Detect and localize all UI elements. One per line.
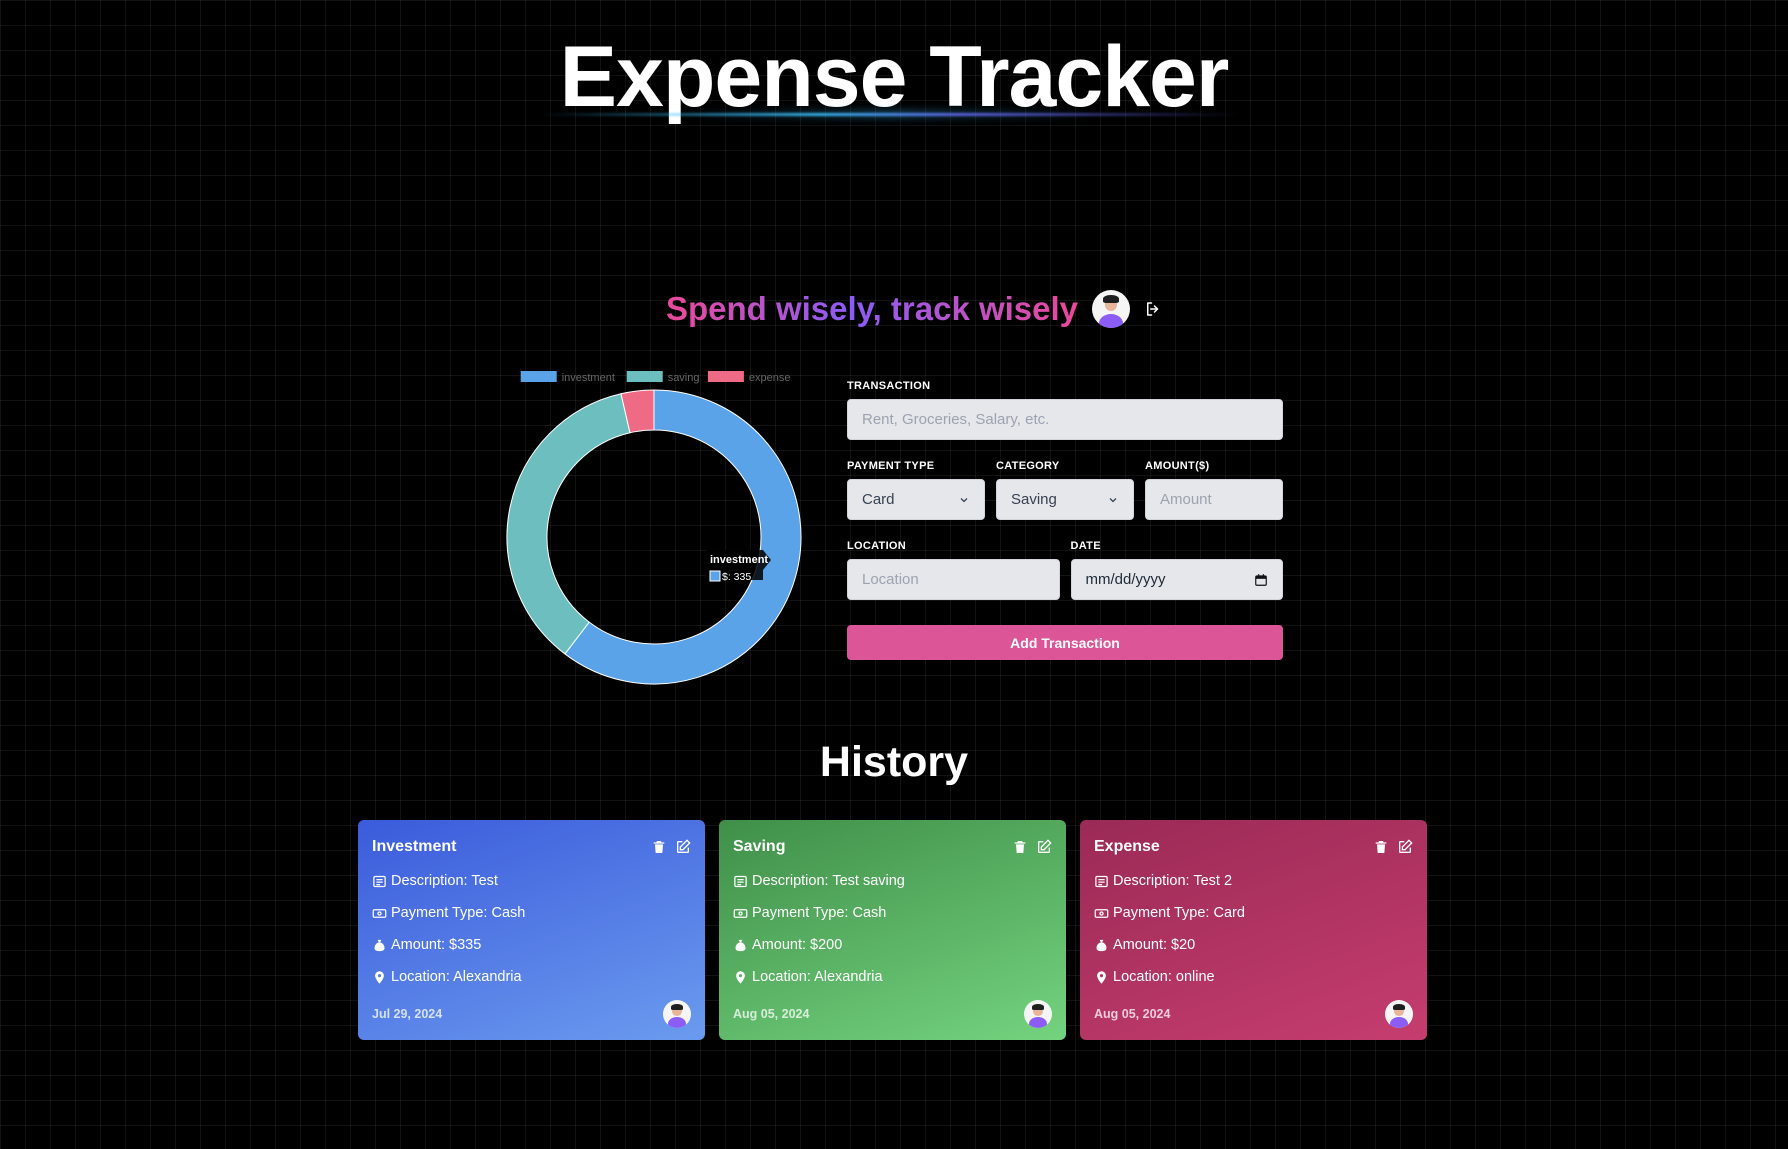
tooltip-title: investment [710,554,768,566]
trash-icon[interactable] [1373,839,1389,855]
card-description: Description: Test 2 [1113,873,1232,889]
legend-swatch-saving [627,371,663,382]
date-placeholder: mm/dd/yyyy [1086,571,1166,588]
date-input[interactable]: mm/dd/yyyy [1071,559,1284,600]
legend-item-expense[interactable]: expense [708,371,791,384]
history-title: History [0,738,1788,787]
description-icon [1094,874,1109,889]
add-transaction-button[interactable]: Add Transaction [847,625,1283,660]
legend-item-investment[interactable]: investment [521,371,615,384]
chevron-down-icon [1107,494,1119,506]
amount-label: AMOUNT($) [1145,460,1283,472]
history-cards: Investment Description: Test Payment Typ… [358,820,1427,1040]
transaction-form: TRANSACTION PAYMENT TYPE Card CATEGORY S… [847,380,1283,660]
card-description: Description: Test saving [752,873,905,889]
transaction-input[interactable] [847,399,1283,440]
legend-label-investment: investment [562,372,615,384]
card-description: Description: Test [391,873,498,889]
payment-type-value: Card [862,491,895,508]
card-category: Investment [372,838,456,856]
location-input[interactable] [847,559,1060,600]
chevron-down-icon [958,494,970,506]
money-bag-icon [372,938,387,953]
edit-icon[interactable] [675,839,691,855]
chart-slices [507,390,801,684]
date-label: DATE [1071,540,1284,552]
card-location: Location: Alexandria [391,969,522,985]
history-card-investment: Investment Description: Test Payment Typ… [358,820,705,1040]
history-card-expense: Expense Description: Test 2 Payment Type… [1080,820,1427,1040]
money-bag-icon [1094,938,1109,953]
cash-icon [372,906,387,921]
money-bag-icon [733,938,748,953]
chart-legend: investment saving expense [521,371,791,384]
card-amount: Amount: $335 [391,937,481,953]
chart-tooltip: investment $: 335 [706,550,771,583]
card-location: Location: online [1113,969,1215,985]
user-avatar[interactable] [1092,290,1130,328]
card-payment-type: Payment Type: Cash [752,905,886,921]
payment-type-label: PAYMENT TYPE [847,460,985,472]
cash-icon [733,906,748,921]
location-label: LOCATION [847,540,1060,552]
calendar-icon[interactable] [1254,573,1268,587]
transaction-label: TRANSACTION [847,380,1283,392]
description-icon [733,874,748,889]
tagline: Spend wisely, track wisely [666,290,1078,328]
history-card-saving: Saving Description: Test saving Payment … [719,820,1066,1040]
edit-icon[interactable] [1036,839,1052,855]
location-pin-icon [733,970,748,985]
card-amount: Amount: $200 [752,937,842,953]
legend-swatch-investment [521,371,557,382]
card-location: Location: Alexandria [752,969,883,985]
header-row: Spend wisely, track wisely [0,290,1788,328]
amount-input[interactable] [1145,479,1283,520]
expense-doughnut-chart[interactable]: investment saving expense investment $: 33… [500,366,810,696]
card-payment-type: Payment Type: Card [1113,905,1245,921]
card-category: Saving [733,838,785,856]
card-date: Aug 05, 2024 [733,1007,809,1021]
card-payment-type: Payment Type: Cash [391,905,525,921]
card-date: Aug 05, 2024 [1094,1007,1170,1021]
card-avatar [663,1000,691,1028]
category-select[interactable]: Saving [996,479,1134,520]
card-amount: Amount: $20 [1113,937,1195,953]
card-avatar [1385,1000,1413,1028]
payment-type-select[interactable]: Card [847,479,985,520]
tooltip-swatch [710,571,720,581]
title-underline [540,113,1240,116]
card-avatar [1024,1000,1052,1028]
legend-label-expense: expense [749,372,791,384]
trash-icon[interactable] [1012,839,1028,855]
logout-icon[interactable] [1144,300,1162,318]
category-value: Saving [1011,491,1057,508]
card-category: Expense [1094,838,1160,856]
edit-icon[interactable] [1397,839,1413,855]
location-pin-icon [1094,970,1109,985]
trash-icon[interactable] [651,839,667,855]
legend-swatch-expense [708,371,744,382]
category-label: CATEGORY [996,460,1134,472]
cash-icon [1094,906,1109,921]
legend-item-saving[interactable]: saving [627,371,700,384]
card-date: Jul 29, 2024 [372,1007,442,1021]
slice-saving[interactable] [507,394,630,654]
legend-label-saving: saving [668,372,700,384]
tooltip-label: $: 335 [722,571,751,583]
location-pin-icon [372,970,387,985]
description-icon [372,874,387,889]
